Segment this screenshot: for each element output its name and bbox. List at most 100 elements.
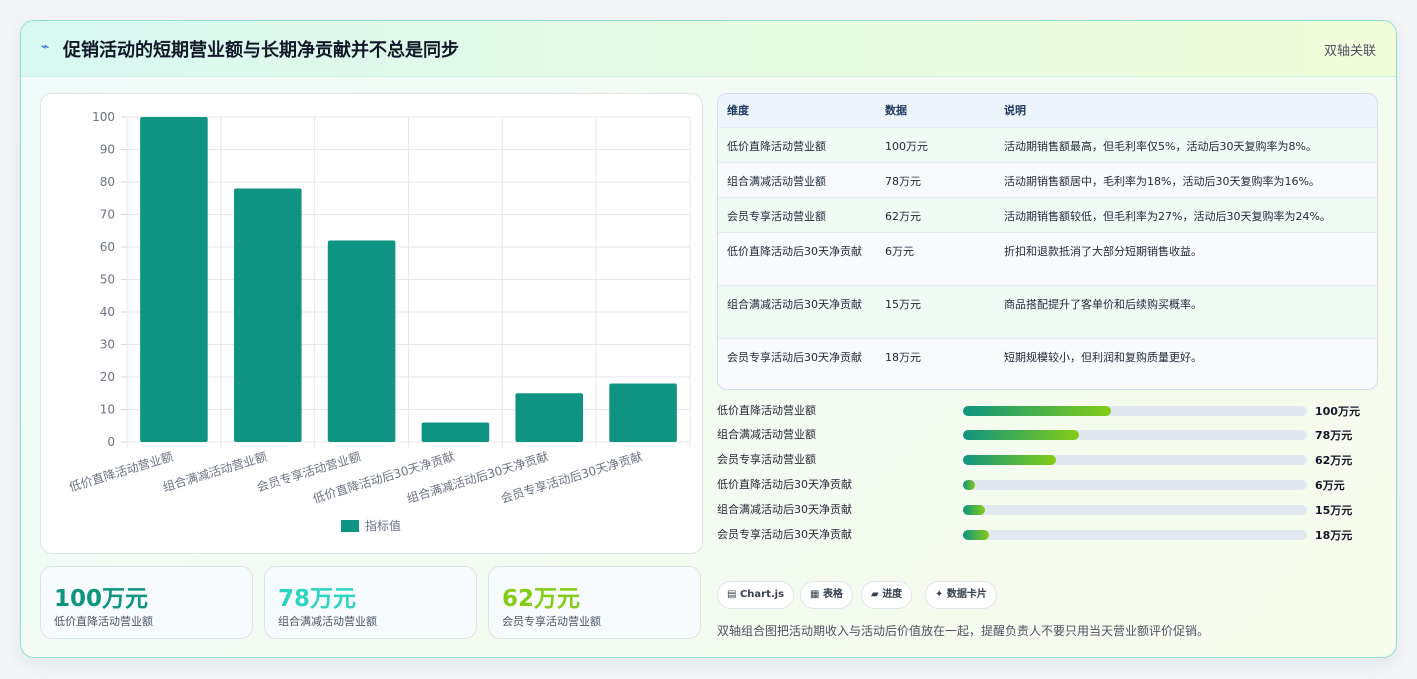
legend-label: 指标值 (365, 518, 401, 533)
table-row: 会员专享活动后30天净贡献 18万元 短期规模较小，但利润和复购质量更好。 (718, 338, 1377, 389)
y-tick-label: 0 (107, 435, 115, 449)
table-cell: 活动期销售额最高，但毛利率仅5%，活动后30天复购率为8%。 (1004, 140, 1317, 153)
bar-chart: 0 10 20 30 40 50 60 70 80 90 100 低价直降活动营业额组合满减活动营业额… (67, 110, 691, 533)
table-cell: 62万元 (885, 210, 921, 223)
progress-label: 组合满减活动营业额 (717, 428, 816, 441)
bar (140, 117, 208, 442)
y-tick-label: 100 (92, 110, 115, 124)
progress-fill (963, 530, 990, 540)
table-cell: 15万元 (885, 298, 921, 311)
y-tick-label: 70 (100, 208, 115, 222)
progress-label: 低价直降活动营业额 (717, 404, 816, 417)
progress-row: 组合满减活动后30天净贡献 15万元 (717, 499, 1377, 521)
progress-track (963, 406, 1307, 416)
header-badge: 双轴关联 (1323, 44, 1376, 59)
progress-value: 15万元 (1315, 504, 1353, 517)
progress-icon: ▰ (871, 589, 879, 600)
progress-value: 62万元 (1315, 454, 1353, 467)
progress-label: 组合满减活动后30天净贡献 (717, 503, 852, 516)
kpi-value: 100万元 (54, 586, 149, 612)
bar (327, 240, 396, 442)
chip-data-card[interactable]: ✦ 数据卡片 (925, 581, 997, 609)
progress-row: 低价直降活动后30天净贡献 6万元 (717, 474, 1377, 496)
table-cell: 活动期销售额较低，但毛利率为27%，活动后30天复购率为24%。 (1004, 210, 1331, 223)
table-row: 低价直降活动营业额 100万元 活动期销售额最高，但毛利率仅5%，活动后30天复… (718, 127, 1377, 162)
column-header: 维度 (727, 104, 749, 117)
x-tick-label: 低价直降活动营业额 (67, 449, 174, 494)
table-cell: 低价直降活动后30天净贡献 (727, 245, 862, 258)
card-header: ⌁ 促销活动的短期营业额与长期净贡献并不总是同步 双轴关联 (21, 21, 1396, 77)
table-cell: 折扣和退款抵消了大部分短期销售收益。 (1004, 245, 1202, 258)
table-cell: 短期规模较小，但利润和复购质量更好。 (1004, 351, 1202, 364)
bar (515, 393, 584, 442)
progress-fill (963, 430, 1079, 440)
progress-track (963, 430, 1307, 440)
y-tick-label: 10 (100, 403, 115, 417)
table-cell: 组合满减活动后30天净贡献 (727, 298, 862, 311)
table-row: 组合满减活动后30天净贡献 15万元 商品搭配提升了客单价和后续购买概率。 (718, 285, 1377, 338)
page-title: 促销活动的短期营业额与长期净贡献并不总是同步 (63, 40, 459, 61)
dashboard-card: ⌁ 促销活动的短期营业额与长期净贡献并不总是同步 双轴关联 0 10 20 30 40 5… (20, 20, 1397, 658)
y-tick-label: 80 (100, 175, 115, 189)
column-header: 数据 (885, 104, 907, 117)
chip-label: 表格 (822, 589, 843, 600)
progress-track (963, 455, 1307, 465)
bar (609, 383, 677, 442)
progress-track (963, 530, 1307, 540)
sparkle-icon: ✦ (935, 589, 944, 600)
kpi-label: 组合满减活动营业额 (278, 615, 377, 628)
kpi-label: 低价直降活动营业额 (54, 615, 153, 628)
progress-value: 100万元 (1315, 405, 1360, 418)
table-cell: 会员专享活动营业额 (727, 210, 826, 223)
data-table: 维度 数据 说明 低价直降活动营业额 100万元 活动期销售额最高，但毛利率仅5… (717, 93, 1378, 390)
progress-track (963, 505, 1307, 515)
bar (421, 422, 490, 442)
table-cell: 100万元 (885, 140, 928, 153)
chip-progress[interactable]: ▰ 进度 (861, 581, 913, 609)
table-icon: ▦ (810, 589, 820, 600)
progress-fill (963, 505, 986, 515)
table-cell: 会员专享活动后30天净贡献 (727, 351, 862, 364)
table-row: 会员专享活动营业额 62万元 活动期销售额较低，但毛利率为27%，活动后30天复… (718, 197, 1377, 232)
progress-fill (963, 480, 976, 490)
y-tick-label: 50 (100, 273, 115, 287)
y-tick-label: 40 (100, 305, 115, 319)
bolt-icon: ⌁ (41, 39, 50, 55)
progress-label: 低价直降活动后30天净贡献 (717, 478, 852, 491)
progress-fill (963, 406, 1111, 416)
x-tick-label: 组合满减活动营业额 (161, 449, 269, 495)
footnote: 双轴组合图把活动期收入与活动后价值放在一起，提醒负责人不要只用当天营业额评价促销… (717, 624, 1210, 638)
table-row: 低价直降活动后30天净贡献 6万元 折扣和退款抵消了大部分短期销售收益。 (718, 232, 1377, 285)
progress-track (963, 480, 1307, 490)
kpi-card: 100万元 低价直降活动营业额 (40, 566, 253, 639)
chart-panel: 0 10 20 30 40 50 60 70 80 90 100 低价直降活动营业额 组合满减活动营业额… (40, 93, 703, 554)
legend-swatch (341, 520, 359, 532)
table-header: 维度 数据 说明 (718, 94, 1377, 127)
y-tick-label: 60 (100, 240, 115, 254)
table-cell: 78万元 (885, 175, 921, 188)
y-tick-label: 20 (100, 370, 115, 384)
progress-row: 会员专享活动营业额 62万元 (717, 449, 1377, 471)
chip-label: 数据卡片 (946, 589, 987, 600)
chip-label: 进度 (882, 589, 903, 600)
table-row: 组合满减活动营业额 78万元 活动期销售额居中，毛利率为18%，活动后30天复购… (718, 162, 1377, 197)
column-header: 说明 (1004, 104, 1026, 117)
table-cell: 18万元 (885, 351, 921, 364)
chip-table[interactable]: ▦ 表格 (800, 581, 853, 609)
y-tick-label: 90 (100, 143, 115, 157)
table-cell: 活动期销售额居中，毛利率为18%，活动后30天复购率为16%。 (1004, 175, 1320, 188)
kpi-label: 会员专享活动营业额 (502, 615, 601, 628)
progress-row: 组合满减活动营业额 78万元 (717, 424, 1377, 446)
kpi-value: 78万元 (278, 586, 357, 612)
progress-row: 低价直降活动营业额 100万元 (717, 400, 1377, 422)
table-cell: 商品搭配提升了客单价和后续购买概率。 (1004, 298, 1202, 311)
kpi-value: 62万元 (502, 586, 581, 612)
progress-value: 18万元 (1315, 529, 1353, 542)
bar (233, 188, 302, 442)
progress-row: 会员专享活动后30天净贡献 18万元 (717, 524, 1377, 546)
chip-chartjs[interactable]: ▤ Chart.js (717, 581, 795, 609)
table-cell: 组合满减活动营业额 (727, 175, 826, 188)
progress-fill (963, 455, 1056, 465)
chart-icon: ▤ (727, 589, 737, 600)
y-tick-label: 30 (100, 338, 115, 352)
